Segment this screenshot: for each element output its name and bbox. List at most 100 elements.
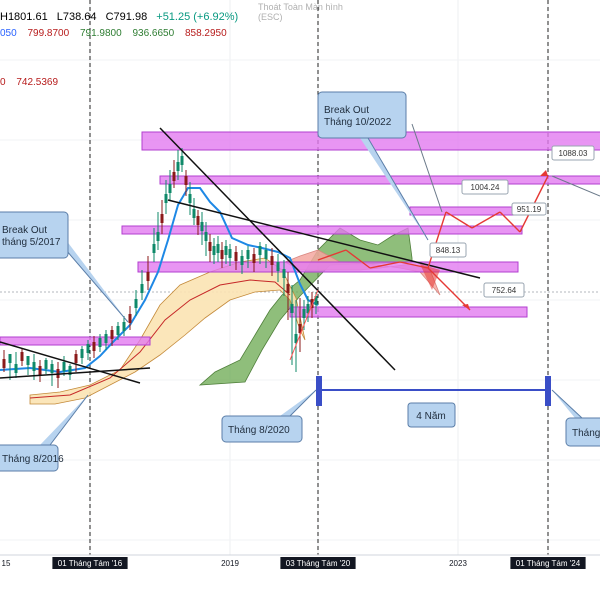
cycle-start-handle <box>316 376 322 406</box>
candle-body <box>116 326 120 335</box>
trend-line <box>289 289 319 361</box>
candle-body <box>8 354 12 363</box>
time-axis-label-bg <box>52 557 128 569</box>
resistance-zone <box>141 131 600 151</box>
candle-body <box>44 360 48 369</box>
candle-body <box>184 176 188 185</box>
callout-tail <box>280 389 317 417</box>
projection-arrow-segment <box>345 249 371 269</box>
indicator-value-5: 858.2950 <box>184 28 227 39</box>
candle-body <box>252 254 256 263</box>
candle-body <box>122 322 126 331</box>
trend-line <box>0 341 141 384</box>
candle-body <box>152 244 156 253</box>
indicator-value-1: 050 <box>0 28 17 39</box>
resistance-zone <box>159 175 600 185</box>
candle-body <box>176 162 180 171</box>
cycle-label-box <box>407 402 456 428</box>
time-axis-label-bg <box>280 557 356 569</box>
candle-body <box>156 232 160 241</box>
candle-body <box>200 222 204 231</box>
price-box-frame <box>483 282 525 298</box>
candle-body <box>224 246 228 255</box>
resistance-zone <box>0 336 151 346</box>
callout-tail <box>551 389 584 419</box>
secondary-value: 742.5369 <box>16 77 59 88</box>
callout-box <box>0 444 59 472</box>
price-box-frame <box>429 242 467 258</box>
indicator-value-4: 936.6650 <box>132 28 175 39</box>
cycle-projection: 4 Năm <box>316 376 551 428</box>
indicator-legend: 050 799.8700 791.9800 936.6650 858.2950 <box>0 28 227 39</box>
candle-body <box>74 354 78 363</box>
candle-body <box>26 356 30 365</box>
candle-body <box>234 252 238 261</box>
cycle-label: 4 Năm <box>416 411 445 422</box>
price-boxes: 1088.03 1004.24 951.19 848.13 752.64 <box>429 145 595 298</box>
candle-body <box>172 172 176 181</box>
projection-arrows <box>317 170 549 311</box>
projection-arrow-segment <box>317 249 347 261</box>
candle-body <box>258 246 262 255</box>
candle-body <box>20 352 24 361</box>
callout-aug-2016: Tháng 8/2016 <box>0 394 89 472</box>
candle-body <box>2 359 6 368</box>
candle-body <box>146 272 150 281</box>
candle-body <box>38 366 42 375</box>
candle-body <box>220 250 224 259</box>
trend-lines <box>0 127 481 384</box>
projection-arrow-segment <box>369 261 401 269</box>
candle-body <box>290 304 294 313</box>
resistance-zone <box>137 261 519 273</box>
price-box-1004-24: 1004.24 <box>461 179 509 195</box>
candle-body <box>14 364 18 373</box>
candle-body <box>192 209 196 218</box>
callout-aug-2024: Tháng <box>551 389 600 447</box>
callout-text-line: tháng 5/2017 <box>2 237 61 248</box>
band-mid-line <box>29 279 291 399</box>
candle-body <box>270 256 274 265</box>
candle-body <box>32 362 36 371</box>
time-axis-label: 15 <box>2 559 11 568</box>
callout-text-line: Tháng 8/2020 <box>228 425 290 436</box>
time-axis-label: 2023 <box>449 559 467 568</box>
trend-line <box>159 127 396 371</box>
candle-body <box>168 184 172 193</box>
fullscreen-hint-line2: (ESC) <box>258 12 283 22</box>
fullscreen-exit-hint[interactable]: Thoát Toàn Màn hình (ESC) <box>258 2 343 22</box>
callout-text-line: Tháng 8/2016 <box>2 454 64 465</box>
secondary-prefix: 0 <box>0 77 6 88</box>
ohlc-legend: H1801.61 L738.64 C791.98 +51.25 (+6.92%) <box>0 11 238 23</box>
callout-tail <box>360 137 429 241</box>
indicator-value-3: 791.9800 <box>79 28 122 39</box>
callout-box <box>317 91 407 139</box>
arrow-head <box>540 170 548 176</box>
candle-body <box>228 249 232 258</box>
candle-body <box>134 299 138 308</box>
secondary-legend: 0 742.5369 <box>0 77 58 88</box>
callout-box <box>0 211 69 259</box>
resistance-zone <box>409 206 523 216</box>
price-box-frame <box>461 179 509 195</box>
candle-body <box>68 366 72 375</box>
indicator-value-2: 799.8700 <box>27 28 70 39</box>
candle-body <box>314 296 318 305</box>
projection-arrow-segment <box>427 211 447 269</box>
candle-body <box>180 156 184 165</box>
price-box-label: 1004.24 <box>471 183 500 192</box>
candle-body <box>50 364 54 373</box>
candle-body <box>306 304 310 313</box>
price-box-752-64: 752.64 <box>483 282 525 298</box>
pointer-line <box>551 175 600 197</box>
candle-body <box>62 362 66 371</box>
candle-body <box>164 194 168 203</box>
candle-body <box>298 324 302 333</box>
time-axis-label-bg <box>510 557 586 569</box>
callout-aug-2020: Tháng 8/2020 <box>221 389 317 443</box>
ohlc-change: +51.25 (+6.92%) <box>156 11 239 23</box>
candle-body <box>208 242 212 251</box>
